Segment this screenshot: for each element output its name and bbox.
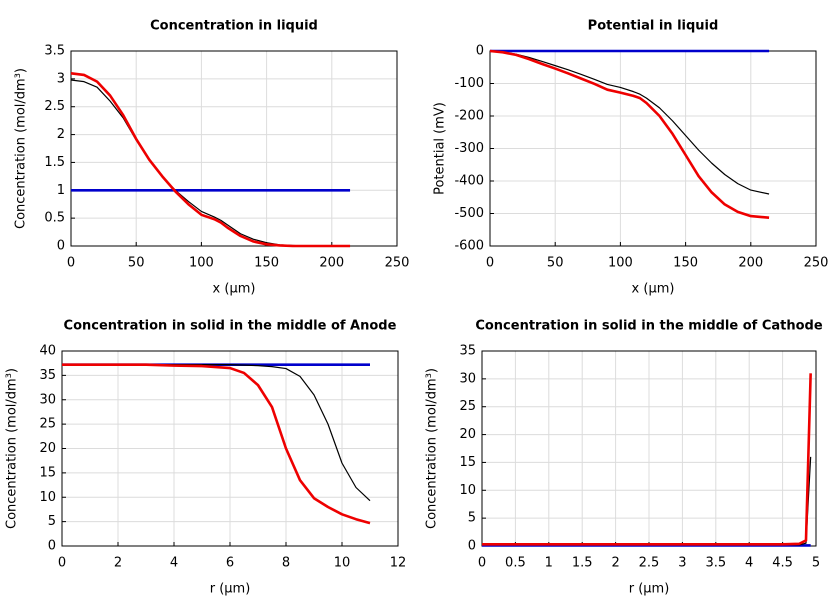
x-tick-label: 0: [67, 256, 75, 271]
y-tick-label: 2.5: [44, 99, 65, 114]
x-tick-label: 0: [58, 556, 66, 571]
x-axis-label: r (µm): [210, 582, 251, 597]
x-tick-label: 3: [678, 556, 686, 571]
chart-title: Concentration in solid in the middle of …: [475, 319, 823, 334]
x-tick-label: 100: [189, 256, 214, 271]
y-tick-label: -300: [454, 141, 484, 156]
y-axis-label: Concentration (mol/dm³): [14, 68, 29, 229]
y-axis-label: Potential (mV): [433, 102, 448, 195]
y-tick-label: 30: [39, 392, 56, 407]
y-axis-label: Concentration (mol/dm³): [5, 368, 20, 529]
y-tick-label: 20: [39, 441, 56, 456]
y-tick-label: -600: [454, 239, 484, 254]
y-tick-label: -500: [454, 206, 484, 221]
x-tick-label: 0: [486, 256, 494, 271]
data-line: [489, 49, 770, 220]
plot-frame: [61, 350, 399, 547]
y-tick-label: 0: [468, 539, 476, 554]
y-tick-label: 40: [39, 344, 56, 359]
x-tick-label: 200: [738, 256, 763, 271]
x-tick-label: 2: [114, 556, 122, 571]
y-tick-label: 10: [459, 483, 476, 498]
y-tick-label: 35: [459, 344, 476, 359]
x-tick-label: 10: [334, 556, 351, 571]
x-tick-label: 0.5: [505, 556, 526, 571]
x-tick-label: 250: [804, 256, 829, 271]
x-axis-label: x (µm): [632, 282, 675, 297]
x-tick-label: 4: [745, 556, 753, 571]
x-tick-label: 250: [385, 256, 410, 271]
data-line: [70, 72, 351, 248]
x-tick-label: 50: [128, 256, 145, 271]
chart-title: Potential in liquid: [588, 19, 719, 34]
x-axis-label: r (µm): [629, 582, 670, 597]
x-tick-label: 3.5: [705, 556, 726, 571]
y-tick-label: 15: [39, 465, 56, 480]
data-line: [482, 456, 812, 546]
y-tick-label: 1.5: [44, 155, 65, 170]
x-tick-label: 150: [673, 256, 698, 271]
y-tick-label: 0: [476, 44, 484, 59]
y-axis-label: Concentration (mol/dm³): [425, 368, 440, 529]
y-tick-label: 10: [39, 490, 56, 505]
y-tick-label: 0: [48, 539, 56, 554]
y-tick-label: 15: [459, 455, 476, 470]
y-tick-label: 25: [39, 417, 56, 432]
x-tick-label: 12: [390, 556, 407, 571]
y-tick-label: 30: [459, 371, 476, 386]
subplot: 0 0.5 1 1.5 2 2.5 3 3.5 0 50 100 150 200 250 Concentra…: [14, 19, 410, 297]
y-tick-label: 20: [459, 427, 476, 442]
x-tick-label: 1.5: [572, 556, 593, 571]
x-tick-label: 2.5: [639, 556, 660, 571]
y-tick-label: 5: [48, 514, 56, 529]
x-tick-label: 1: [545, 556, 553, 571]
y-tick-label: -400: [454, 174, 484, 189]
chart-title: Concentration in solid in the middle of …: [64, 319, 397, 334]
x-tick-label: 4: [170, 556, 178, 571]
y-tick-label: 3: [57, 71, 65, 86]
y-tick-label: 5: [468, 511, 476, 526]
data-line: [62, 363, 371, 525]
y-tick-label: 0: [57, 239, 65, 254]
data-line: [62, 364, 371, 502]
data-line: [70, 79, 351, 247]
x-tick-label: 0: [478, 556, 486, 571]
y-tick-label: 3.5: [44, 44, 65, 59]
plot-frame: [70, 50, 398, 247]
data-line: [482, 373, 812, 546]
subplot: 0 5 10 15 20 25 30 35 0 0.5 1 1.5 2 2.5 3 3.5 4 4.5 5 Conce…: [425, 319, 823, 597]
y-tick-label: -100: [454, 76, 484, 91]
y-tick-label: 25: [459, 399, 476, 414]
x-tick-label: 200: [319, 256, 344, 271]
y-tick-label: 2: [57, 127, 65, 142]
y-tick-label: -200: [454, 109, 484, 124]
y-tick-label: 1: [57, 183, 65, 198]
data-line: [489, 50, 770, 195]
y-tick-label: 35: [39, 368, 56, 383]
x-tick-label: 50: [547, 256, 564, 271]
x-tick-label: 100: [608, 256, 633, 271]
subplot: -600 -500 -400 -300 -200 -100 0 0 50 100 150 200 250…: [433, 19, 829, 297]
y-tick-label: 0.5: [44, 211, 65, 226]
x-tick-label: 8: [282, 556, 290, 571]
x-tick-label: 2: [611, 556, 619, 571]
x-tick-label: 150: [254, 256, 279, 271]
subplot: 0 5 10 15 20 25 30 35 40 0 2 4 6 8 10 12 Concentration i…: [5, 319, 407, 597]
x-axis-label: x (µm): [213, 282, 256, 297]
x-tick-label: 6: [226, 556, 234, 571]
x-tick-label: 4.5: [772, 556, 793, 571]
x-tick-label: 5: [812, 556, 820, 571]
chart-title: Concentration in liquid: [150, 19, 318, 34]
